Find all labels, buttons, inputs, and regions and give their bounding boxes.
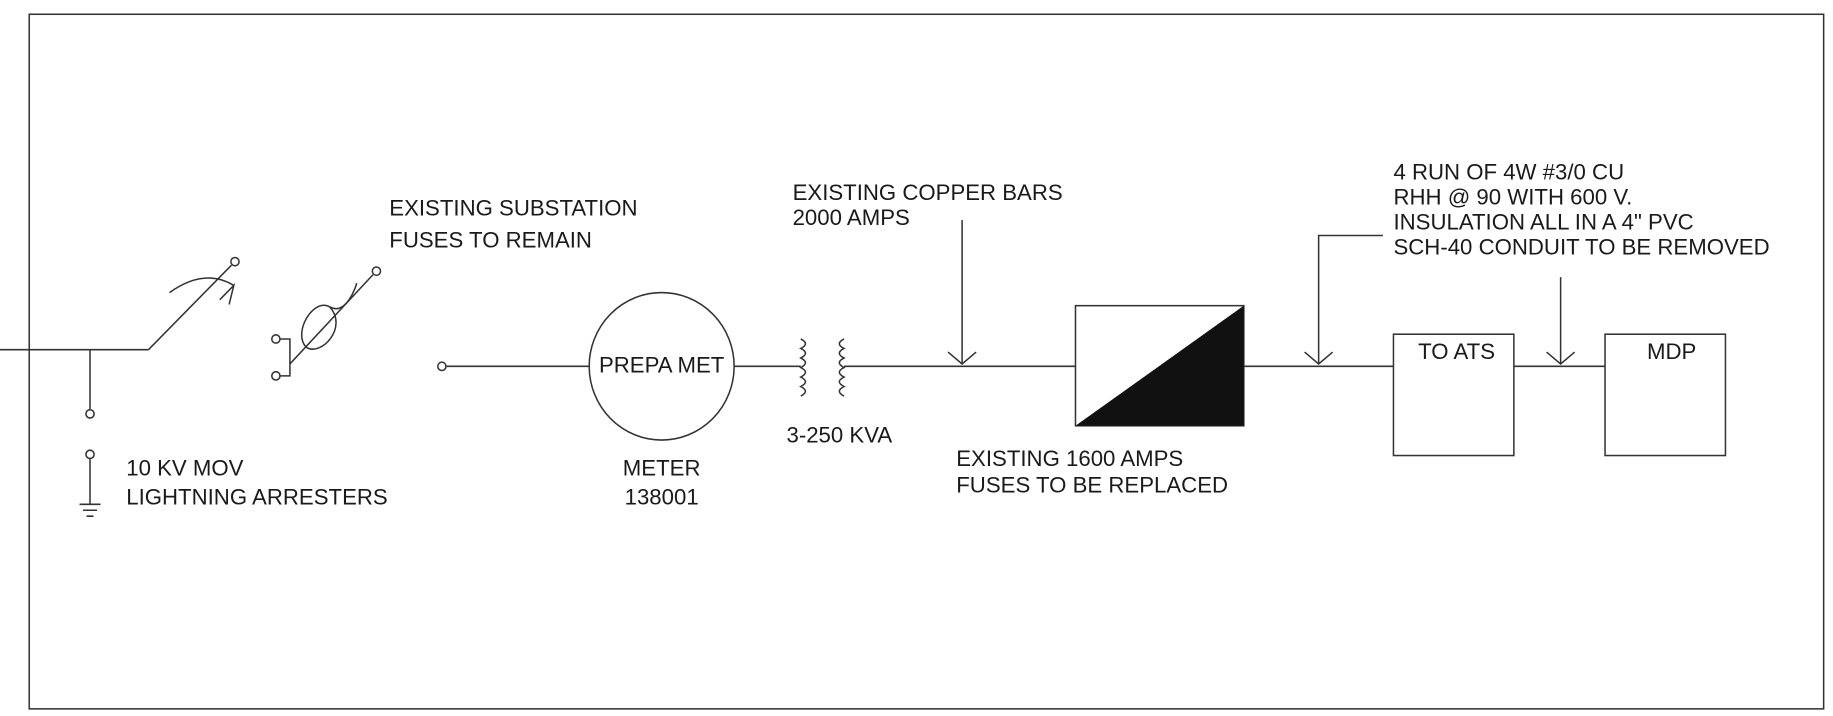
label: RHH @ 90 WITH 600 V.	[1393, 184, 1632, 209]
border	[28, 13, 1825, 710]
label: 3-250 KVA	[786, 422, 892, 447]
meter-circle	[588, 291, 735, 441]
fuse-box	[1074, 304, 1245, 427]
label: 4 RUN OF 4W #3/0 CU	[1393, 159, 1624, 184]
mdp-box	[1604, 333, 1727, 457]
label: SCH-40 CONDUIT TO BE REMOVED	[1393, 234, 1769, 259]
label: EXISTING 1600 AMPS	[956, 446, 1183, 471]
label: 10 KV MOV	[126, 456, 243, 481]
arrow	[1546, 277, 1576, 365]
arrow	[947, 220, 977, 365]
label: EXISTING SUBSTATION	[389, 195, 637, 220]
label: 138001	[625, 484, 699, 509]
label: PREPA MET	[599, 352, 725, 377]
switch	[147, 256, 240, 351]
label: LIGHTNING ARRESTERS	[126, 484, 387, 509]
label: METER	[623, 456, 701, 481]
fuse-symbol	[271, 266, 382, 381]
arrester-branch	[0, 348, 149, 517]
arrow	[1304, 234, 1383, 365]
label: INSULATION ALL IN A 4" PVC	[1393, 209, 1693, 234]
terminal	[437, 361, 447, 372]
label: TO ATS	[1418, 339, 1495, 364]
label: EXISTING COPPER BARS	[793, 180, 1063, 205]
transformer	[799, 338, 846, 397]
ats-box	[1392, 333, 1515, 457]
label: 2000 AMPS	[793, 205, 910, 230]
label: FUSES TO REMAIN	[389, 227, 592, 252]
label: FUSES TO BE REPLACED	[956, 472, 1228, 497]
label: MDP	[1647, 339, 1696, 364]
